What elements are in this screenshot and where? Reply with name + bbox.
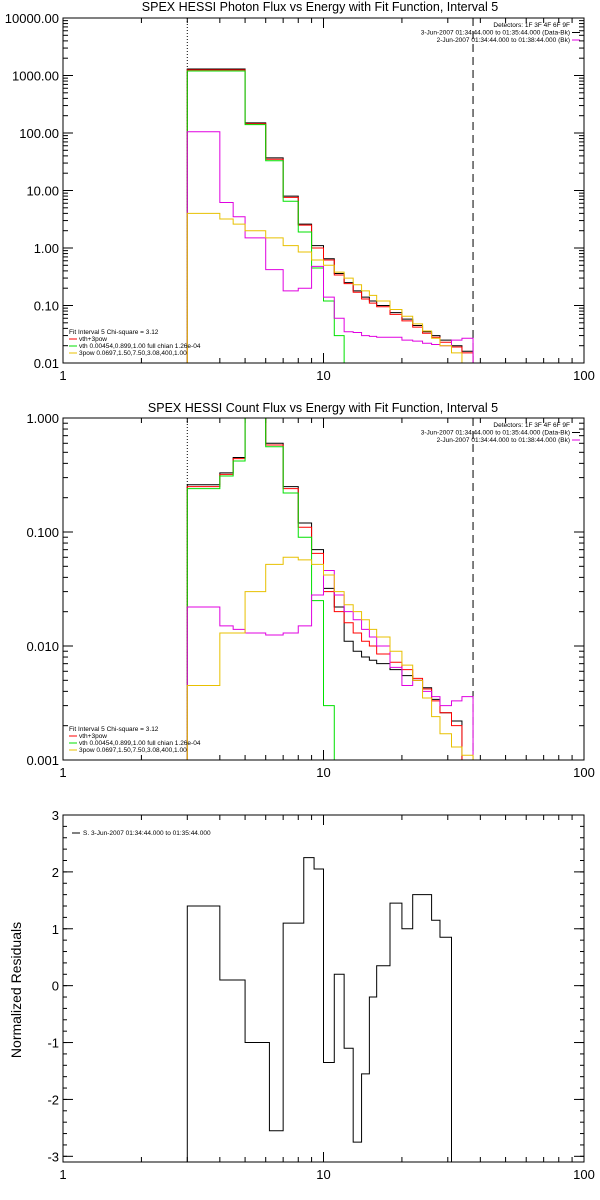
y-tick-label: 1000.00 <box>12 69 59 84</box>
count-panel-title: SPEX HESSI Count Flux vs Energy with Fit… <box>148 401 498 415</box>
legend-text: S. 3-Jun-2007 01:34:44.000 to 01:35:44.0… <box>83 830 211 837</box>
y-tick-label: 2 <box>52 865 59 880</box>
y-tick-label: 0 <box>52 979 59 994</box>
y-tick-label: 100.00 <box>19 126 59 141</box>
x-tick-label: 10 <box>316 765 330 780</box>
x-tick-label: 100 <box>573 368 595 383</box>
x-tick-label: 1 <box>59 368 66 383</box>
y-tick-label: 0.010 <box>26 639 59 654</box>
legend-top-text: 3-Jun-2007 01:34:44.000 to 01:35:44.000 … <box>421 30 570 37</box>
y-tick-label: 10000.00 <box>5 11 59 26</box>
y-tick-label: 3 <box>52 808 59 823</box>
legend-top-text: 2-Jun-2007 01:34:44.000 to 01:38:44.000 … <box>437 437 570 444</box>
legend-top-text: Detectors: 1F 3F 4F 6F 9F <box>493 422 570 429</box>
legend-bottom-text: Fit Interval 5 Chi-square = 3.12 <box>69 726 159 733</box>
legend-bottom-text: vth+3pow <box>79 733 107 740</box>
photon-panel-frame <box>62 17 585 364</box>
x-tick-label: 100 <box>573 765 595 780</box>
series-yellow <box>186 556 474 760</box>
x-tick-label: 1 <box>59 765 66 780</box>
photon-flux-panel: SPEX HESSI Photon Flux vs Energy with Fi… <box>5 0 595 383</box>
count-legend-bottom-left: Fit Interval 5 Chi-square = 3.12vth+3pow… <box>69 726 201 754</box>
photon-legend-bottom-left: Fit Interval 5 Chi-square = 3.12vth+3pow… <box>69 329 201 357</box>
legend-top-text: 2-Jun-2007 01:34:44.000 to 01:38:44.000 … <box>437 37 570 44</box>
x-tick-label: 10 <box>316 368 330 383</box>
residuals-panel-frame <box>62 814 585 1163</box>
legend-bottom-text: vth+3pow <box>79 336 107 343</box>
count-legend-top-right: Detectors: 1F 3F 4F 6F 9F3-Jun-2007 01:3… <box>421 422 580 444</box>
count-panel-plot-area: 1 10 100 0.001 0.010 0.100 1.000 <box>26 411 594 780</box>
y-tick-label: 10.00 <box>26 184 59 199</box>
x-tick-label: 10 <box>316 1167 330 1182</box>
legend-top-text: 3-Jun-2007 01:34:44.000 to 01:35:44.000 … <box>421 430 570 437</box>
residuals-panel: Normalized Residuals 1 10 100 -3 -2 -1 0 1 2 3 S.… <box>8 808 595 1182</box>
y-tick-label: 1.00 <box>34 241 59 256</box>
count-panel-frame <box>62 417 585 761</box>
residuals-y-axis-label: Normalized Residuals <box>8 922 24 1058</box>
y-tick-label: 1.000 <box>26 411 59 426</box>
photon-panel-plot-area: 1 10 100 0.01 0.10 1.00 10.00 100.00 1000.00 1000… <box>5 11 595 383</box>
photon-legend-top-right: Detectors: 1F 3F 4F 6F 9F3-Jun-2007 01:3… <box>421 22 580 44</box>
series-yellow <box>186 212 474 363</box>
y-tick-label: 0.100 <box>26 525 59 540</box>
series-green <box>186 418 335 760</box>
legend-bottom-text: vth 0.00454,0.899,1.00 full chian 1.26e-… <box>79 740 201 747</box>
y-tick-label: -3 <box>47 1149 59 1164</box>
legend-bottom-text: Fit Interval 5 Chi-square = 3.12 <box>69 329 159 336</box>
y-tick-label: -1 <box>47 1036 59 1051</box>
y-tick-label: 0.001 <box>26 753 59 768</box>
legend-bottom-text: 3pow 0.0697,1.50,7.50,3.08,400,1.00 <box>79 350 187 357</box>
x-tick-label: 100 <box>573 1167 595 1182</box>
x-tick-label: 1 <box>59 1167 66 1182</box>
y-tick-label: 0.01 <box>34 356 59 371</box>
y-tick-label: -2 <box>47 1092 59 1107</box>
legend-bottom-text: 3pow 0.0697,1.50,7.50,3.08,400,1.00 <box>79 747 187 754</box>
legend-top-text: Detectors: 1F 3F 4F 6F 9F <box>493 22 570 29</box>
photon-panel-title: SPEX HESSI Photon Flux vs Energy with Fi… <box>142 0 498 14</box>
count-flux-panel: SPEX HESSI Count Flux vs Energy with Fit… <box>26 401 594 780</box>
y-tick-label: 0.10 <box>34 299 59 314</box>
series-magenta <box>186 131 474 363</box>
residuals-legend: S. 3-Jun-2007 01:34:44.000 to 01:35:44.0… <box>72 830 211 837</box>
legend-bottom-text: vth 0.00454,0.899,1.00 full chian 1.26e-… <box>79 343 201 350</box>
y-tick-label: 1 <box>52 922 59 937</box>
series-black <box>186 857 452 1162</box>
